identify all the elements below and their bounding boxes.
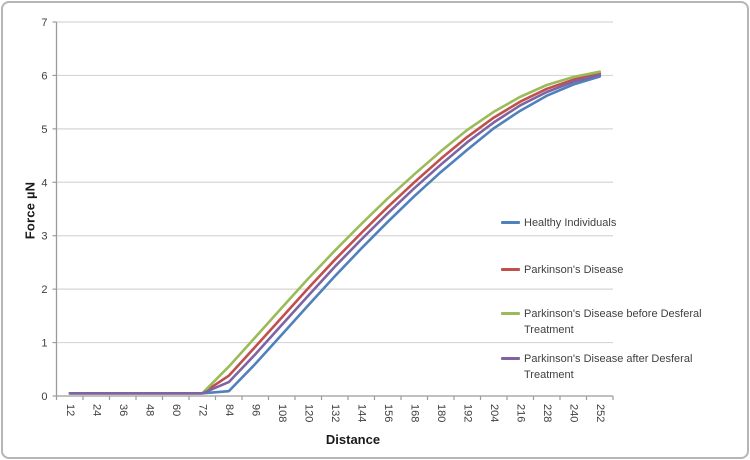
x-tick-label: 108 xyxy=(276,404,288,422)
x-axis-title: Distance xyxy=(325,432,381,447)
x-tick-label: 228 xyxy=(541,404,553,422)
x-tick-label: 192 xyxy=(461,404,473,422)
x-tick-label: 240 xyxy=(567,404,579,422)
x-tick-label: 156 xyxy=(382,404,394,422)
y-tick-label: 4 xyxy=(41,177,47,189)
x-tick-label: 216 xyxy=(514,404,526,422)
x-tick-label: 84 xyxy=(223,404,235,416)
x-tick-label: 24 xyxy=(90,404,102,416)
x-tick-label: 72 xyxy=(196,404,208,416)
x-tick-label: 12 xyxy=(64,404,76,416)
y-tick-label: 2 xyxy=(41,284,47,296)
y-tick-label: 6 xyxy=(41,70,47,82)
legend: Healthy Individuals Parkinson's Disease … xyxy=(500,0,748,460)
legend-label: Healthy Individuals xyxy=(524,217,617,229)
legend-label: Parkinson's Disease xyxy=(524,264,624,276)
y-axis-title: Force µN xyxy=(22,181,38,240)
legend-label: Parkinson's Disease after Desferal Treat… xyxy=(524,353,693,381)
legend-item: Parkinson's Disease after Desferal Treat… xyxy=(500,351,744,383)
y-tick-label: 0 xyxy=(41,391,47,403)
legend-label: Parkinson's Disease before Desferal Trea… xyxy=(524,308,702,336)
x-tick-label: 180 xyxy=(435,404,447,422)
y-tick-label: 7 xyxy=(41,17,47,29)
legend-item: Parkinson's Disease before Desferal Trea… xyxy=(500,306,718,338)
y-tick-label: 5 xyxy=(41,124,47,136)
series-line-3 xyxy=(68,73,602,395)
x-tick-label: 36 xyxy=(117,404,129,416)
x-tick-label: 120 xyxy=(302,404,314,422)
x-tick-label: 48 xyxy=(143,404,155,416)
legend-line-swatch-icon xyxy=(501,221,520,224)
legend-item: Healthy Individuals xyxy=(500,215,730,231)
legend-line-swatch-icon xyxy=(501,268,520,271)
x-tick-label: 168 xyxy=(408,404,420,422)
x-tick-label: 144 xyxy=(355,404,367,422)
x-tick-label: 96 xyxy=(249,404,261,416)
legend-line-swatch-icon xyxy=(501,357,520,360)
legend-line-swatch-icon xyxy=(501,312,520,315)
y-tick-label: 3 xyxy=(41,231,47,243)
x-tick-label: 204 xyxy=(488,404,500,422)
x-tick-label: 60 xyxy=(170,404,182,416)
x-tick-label: 132 xyxy=(329,404,341,422)
x-tick-label: 252 xyxy=(594,404,606,422)
legend-item: Parkinson's Disease xyxy=(500,262,730,278)
y-tick-label: 1 xyxy=(41,338,47,350)
